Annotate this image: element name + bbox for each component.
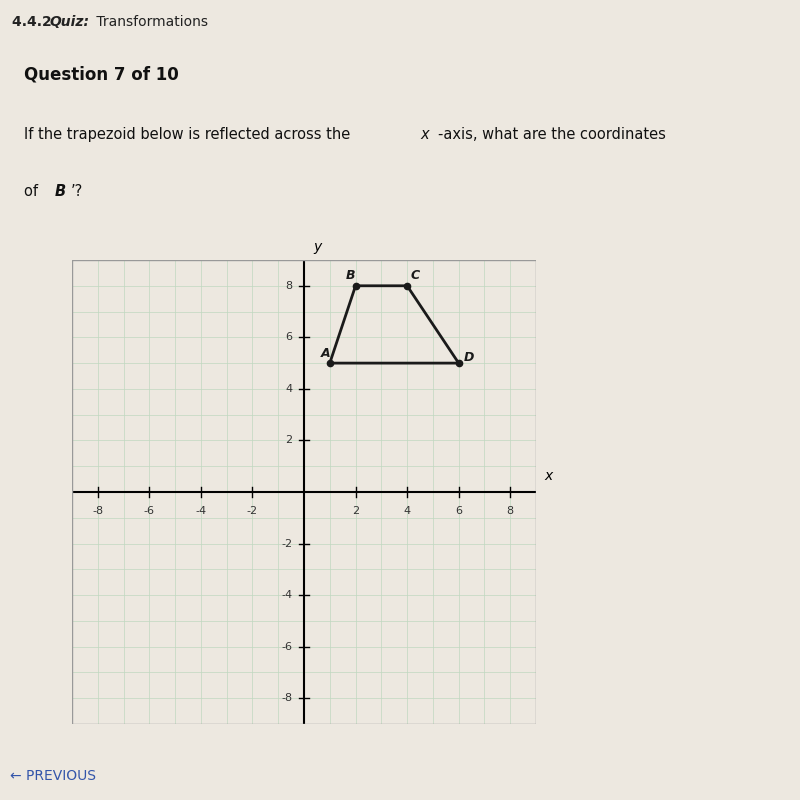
Text: 6: 6 <box>455 506 462 516</box>
Text: 4.4.2: 4.4.2 <box>12 15 57 29</box>
Text: x: x <box>420 126 429 142</box>
Text: -axis, what are the coordinates: -axis, what are the coordinates <box>438 126 666 142</box>
Text: -2: -2 <box>247 506 258 516</box>
Text: 2: 2 <box>286 435 293 446</box>
Text: y: y <box>313 240 322 254</box>
Text: 4: 4 <box>403 506 410 516</box>
Text: Transformations: Transformations <box>92 15 208 29</box>
Text: Quiz:: Quiz: <box>50 15 90 29</box>
Text: -8: -8 <box>92 506 103 516</box>
Text: -2: -2 <box>282 538 293 549</box>
Text: If the trapezoid below is reflected across the: If the trapezoid below is reflected acro… <box>24 126 355 142</box>
Text: ’?: ’? <box>70 184 82 199</box>
Text: 8: 8 <box>506 506 514 516</box>
Text: C: C <box>411 270 420 282</box>
Text: B: B <box>346 270 354 282</box>
Text: -8: -8 <box>282 694 293 703</box>
Text: B: B <box>54 184 66 199</box>
Text: 4: 4 <box>286 384 293 394</box>
Text: x: x <box>545 469 553 483</box>
Text: Question 7 of 10: Question 7 of 10 <box>24 66 178 84</box>
Text: -6: -6 <box>144 506 155 516</box>
Text: of: of <box>24 184 42 199</box>
Text: -4: -4 <box>282 590 293 600</box>
Text: 2: 2 <box>352 506 359 516</box>
Text: A: A <box>321 346 330 360</box>
Text: -6: -6 <box>282 642 293 652</box>
Text: -4: -4 <box>195 506 206 516</box>
Text: 6: 6 <box>286 332 293 342</box>
Text: ← PREVIOUS: ← PREVIOUS <box>10 769 96 782</box>
Text: 8: 8 <box>286 281 293 290</box>
Text: D: D <box>464 350 474 363</box>
